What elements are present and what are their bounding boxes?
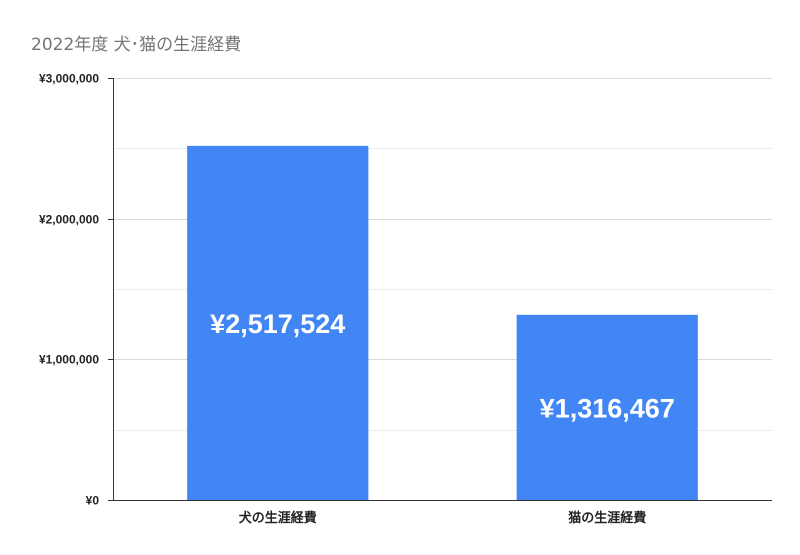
y-tick-label: ¥0 — [86, 494, 100, 508]
y-tick-label: ¥3,000,000 — [39, 72, 99, 86]
bars — [187, 145, 698, 500]
y-tick-label: ¥1,000,000 — [39, 353, 99, 367]
x-tick-label: 猫の生涯経費 — [568, 510, 646, 526]
labels: ¥0 ¥1,000,000 ¥2,000,000 ¥3,000,000 ¥2,517,5… — [39, 72, 675, 527]
chart-title: 2022年度 犬･猫の生涯経費 — [31, 35, 242, 55]
bar[interactable] — [187, 145, 369, 500]
data-label: ¥1,316,467 — [540, 393, 675, 423]
gridlines — [108, 78, 772, 501]
data-label: ¥2,517,524 — [210, 309, 345, 339]
bar[interactable] — [516, 314, 698, 500]
y-tick-label: ¥2,000,000 — [39, 213, 99, 227]
x-tick-label: 犬の生涯経費 — [239, 510, 317, 526]
